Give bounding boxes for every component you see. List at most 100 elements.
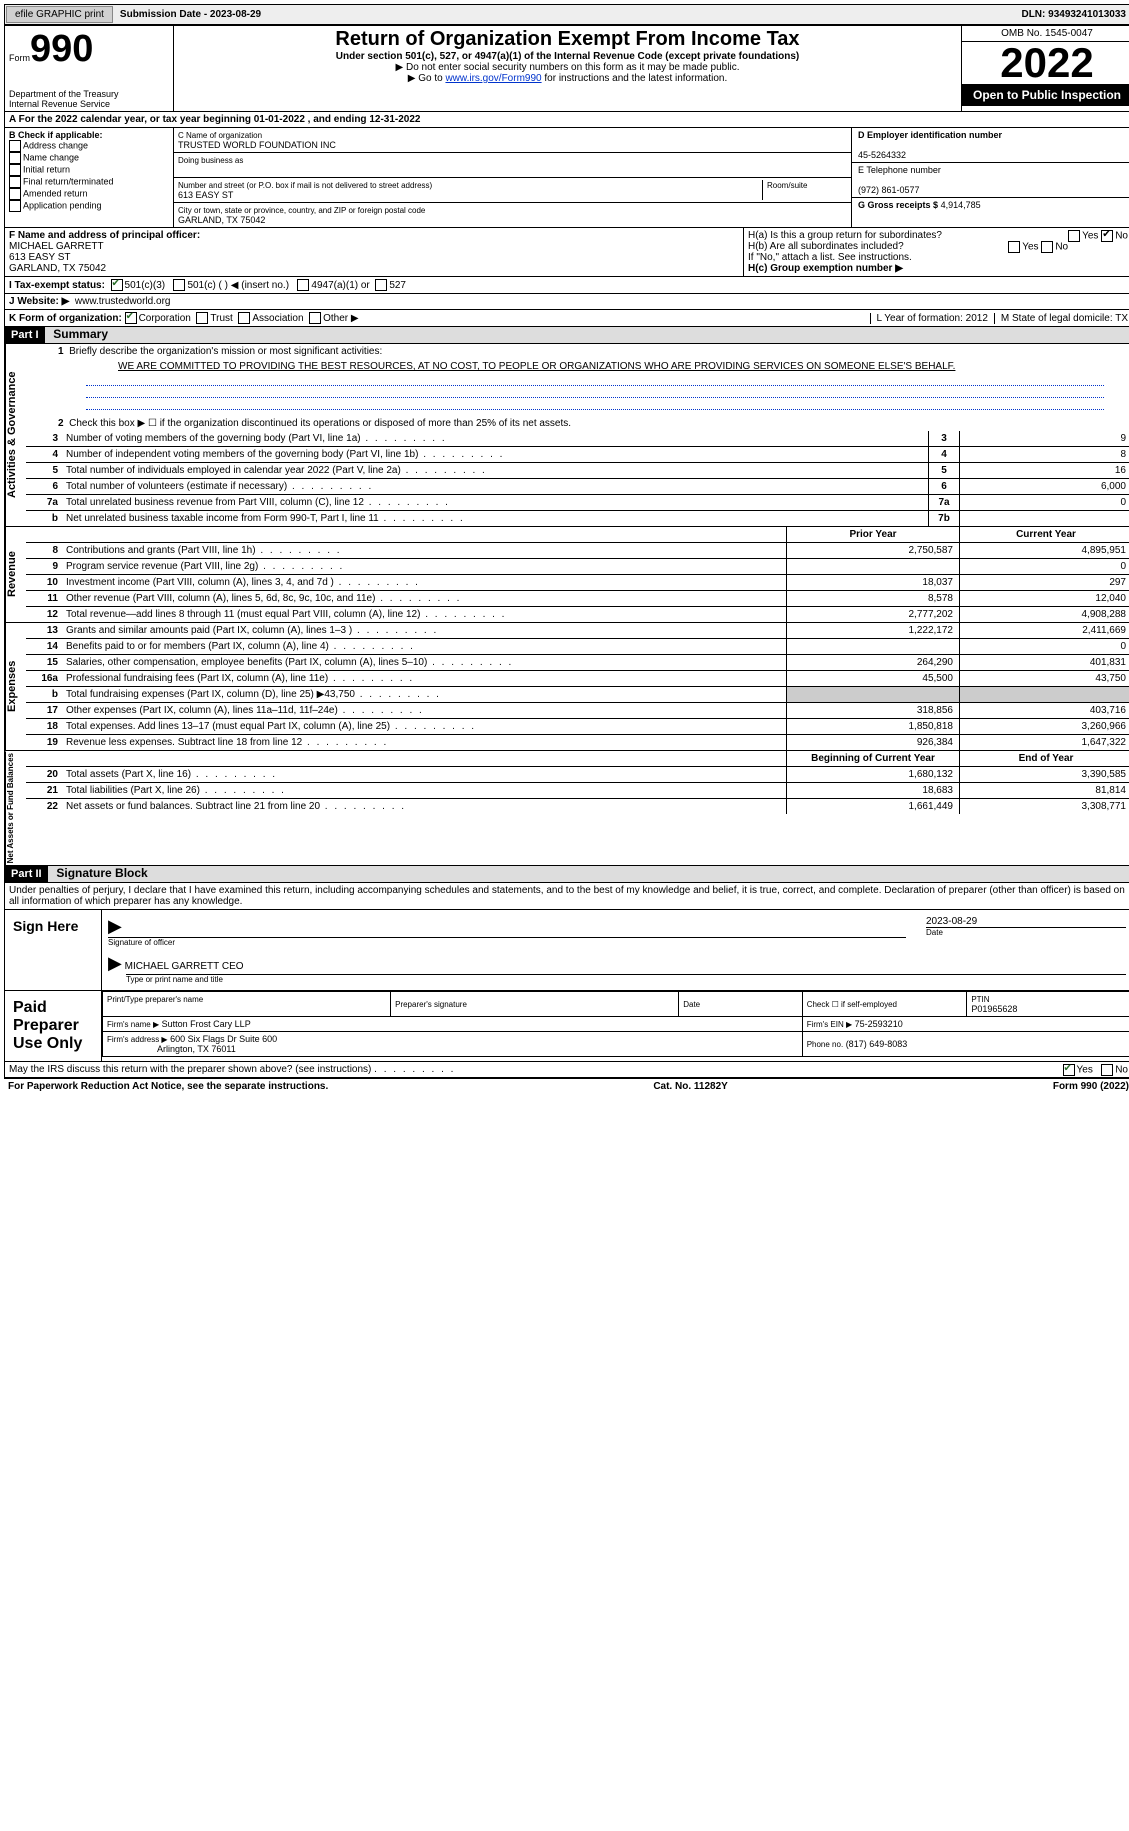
checkbox-amended[interactable] — [9, 188, 21, 200]
table-row: 11Other revenue (Part VIII, column (A), … — [26, 591, 1129, 607]
section-a-period: A For the 2022 calendar year, or tax yea… — [4, 112, 1129, 128]
prior-year-h: Prior Year — [786, 527, 959, 542]
prep-phone: (817) 649-8083 — [846, 1039, 908, 1049]
vtab-rev: Revenue — [5, 527, 26, 622]
discuss-yes[interactable] — [1063, 1064, 1075, 1076]
dept-treasury: Department of the Treasury — [9, 89, 169, 99]
dba-label: Doing business as — [178, 156, 243, 165]
firm-addr2: Arlington, TX 76011 — [157, 1044, 236, 1054]
firm-ein-h: Firm's EIN ▶ — [807, 1020, 852, 1029]
cb-4947[interactable] — [297, 279, 309, 291]
sig-officer-label: Signature of officer — [108, 937, 906, 947]
discuss-no[interactable] — [1101, 1064, 1113, 1076]
table-row: 8Contributions and grants (Part VIII, li… — [26, 543, 1129, 559]
table-row: 3Number of voting members of the governi… — [26, 431, 1129, 447]
table-row: 21Total liabilities (Part X, line 26)18,… — [26, 783, 1129, 799]
street: 613 EASY ST — [178, 190, 233, 200]
table-row: bNet unrelated business taxable income f… — [26, 511, 1129, 526]
street-label: Number and street (or P.O. box if mail i… — [178, 181, 432, 190]
lbl-assoc: Association — [252, 313, 303, 324]
website: www.trustedworld.org — [75, 296, 171, 307]
opt-address-change: Address change — [23, 140, 88, 150]
officer-city: GARLAND, TX 75042 — [9, 263, 106, 274]
cb-other[interactable] — [309, 312, 321, 324]
city-label: City or town, state or province, country… — [178, 206, 425, 215]
table-row: 13Grants and similar amounts paid (Part … — [26, 623, 1129, 639]
officer-name-title: MICHAEL GARRETT CEO — [125, 961, 244, 972]
korg-row: K Form of organization: Corporation Trus… — [4, 310, 1129, 327]
lbl-501c: 501(c) ( ) ◀ (insert no.) — [187, 280, 289, 291]
opt-app-pending: Application pending — [23, 200, 102, 210]
cb-501c[interactable] — [173, 279, 185, 291]
checkbox-app-pending[interactable] — [9, 200, 21, 212]
form-ref: Form 990 (2022) — [1053, 1081, 1129, 1092]
part2-title: Signature Block — [50, 866, 147, 880]
b-label: B Check if applicable: — [9, 130, 103, 140]
discuss-label: May the IRS discuss this return with the… — [9, 1064, 371, 1075]
hb-label: H(b) Are all subordinates included? — [748, 241, 904, 252]
opt-final: Final return/terminated — [23, 176, 114, 186]
lbl-other: Other ▶ — [323, 313, 358, 324]
phone: (972) 861-0577 — [858, 185, 920, 195]
cb-527[interactable] — [375, 279, 387, 291]
part1-title: Summary — [47, 327, 108, 341]
type-name-label: Type or print name and title — [126, 974, 1126, 984]
checkbox-initial-return[interactable] — [9, 164, 21, 176]
city: GARLAND, TX 75042 — [178, 215, 265, 225]
ssn-warning: ▶ Do not enter social security numbers o… — [180, 62, 955, 73]
cb-corp[interactable] — [125, 312, 137, 324]
mission-blank-3 — [86, 399, 1104, 410]
subtitle: Under section 501(c), 527, or 4947(a)(1)… — [180, 51, 955, 62]
checkbox-final-return[interactable] — [9, 176, 21, 188]
officer-name: MICHAEL GARRETT — [9, 241, 104, 252]
cb-trust[interactable] — [196, 312, 208, 324]
cb-assoc[interactable] — [238, 312, 250, 324]
open-to-public: Open to Public Inspection — [962, 84, 1129, 106]
checkbox-name-change[interactable] — [9, 152, 21, 164]
checkbox-address-change[interactable] — [9, 140, 21, 152]
na-h1: Beginning of Current Year — [786, 751, 959, 766]
hb-no[interactable] — [1041, 241, 1053, 253]
d-ein-label: D Employer identification number — [858, 130, 1002, 140]
hc-label: H(c) Group exemption number ▶ — [748, 263, 903, 274]
form990-link[interactable]: www.irs.gov/Form990 — [445, 73, 541, 84]
firm-addr-h: Firm's address ▶ — [107, 1035, 168, 1044]
l2-label: Check this box ▶ ☐ if the organization d… — [69, 418, 571, 429]
table-row: 6Total number of volunteers (estimate if… — [26, 479, 1129, 495]
form-title-block: Form990 Department of the Treasury Inter… — [4, 25, 1129, 112]
form-number: 990 — [30, 28, 93, 70]
lbl-4947: 4947(a)(1) or — [311, 280, 369, 291]
mission-text: WE ARE COMMITTED TO PROVIDING THE BEST R… — [86, 359, 1129, 374]
goto-post: for instructions and the latest informat… — [542, 73, 728, 84]
opt-initial: Initial return — [23, 164, 70, 174]
room-label: Room/suite — [767, 181, 807, 190]
hb-yes[interactable] — [1008, 241, 1020, 253]
prep-name-h: Print/Type preparer's name — [107, 995, 203, 1004]
c-name-label: C Name of organization — [178, 131, 262, 140]
ein: 45-5264332 — [858, 150, 906, 160]
ha-yes[interactable] — [1068, 230, 1080, 242]
lbl-trust: Trust — [210, 313, 232, 324]
table-row: 10Investment income (Part VIII, column (… — [26, 575, 1129, 591]
table-row: 9Program service revenue (Part VIII, lin… — [26, 559, 1129, 575]
table-row: 7aTotal unrelated business revenue from … — [26, 495, 1129, 511]
opt-name-change: Name change — [23, 152, 79, 162]
ha-no[interactable] — [1101, 230, 1113, 242]
table-row: 18Total expenses. Add lines 13–17 (must … — [26, 719, 1129, 735]
efile-print-button[interactable]: efile GRAPHIC print — [6, 6, 113, 23]
i-label: I Tax-exempt status: — [9, 280, 105, 291]
irs-label: Internal Revenue Service — [9, 99, 169, 109]
cb-501c3[interactable] — [111, 279, 123, 291]
table-row: 22Net assets or fund balances. Subtract … — [26, 799, 1129, 814]
f-officer-label: F Name and address of principal officer: — [9, 230, 200, 241]
j-label: J Website: ▶ — [9, 296, 69, 307]
table-row: bTotal fundraising expenses (Part IX, co… — [26, 687, 1129, 703]
pra-notice: For Paperwork Reduction Act Notice, see … — [8, 1081, 328, 1092]
m-state: M State of legal domicile: TX — [994, 313, 1128, 324]
dln: DLN: 93493241013033 — [1021, 9, 1129, 20]
hb-note: If "No," attach a list. See instructions… — [748, 252, 1128, 263]
page-footer: For Paperwork Reduction Act Notice, see … — [4, 1078, 1129, 1094]
activities-governance: Activities & Governance 1 Briefly descri… — [4, 344, 1129, 527]
form-word: Form — [9, 53, 30, 63]
prep-date-h: Date — [683, 1000, 700, 1009]
